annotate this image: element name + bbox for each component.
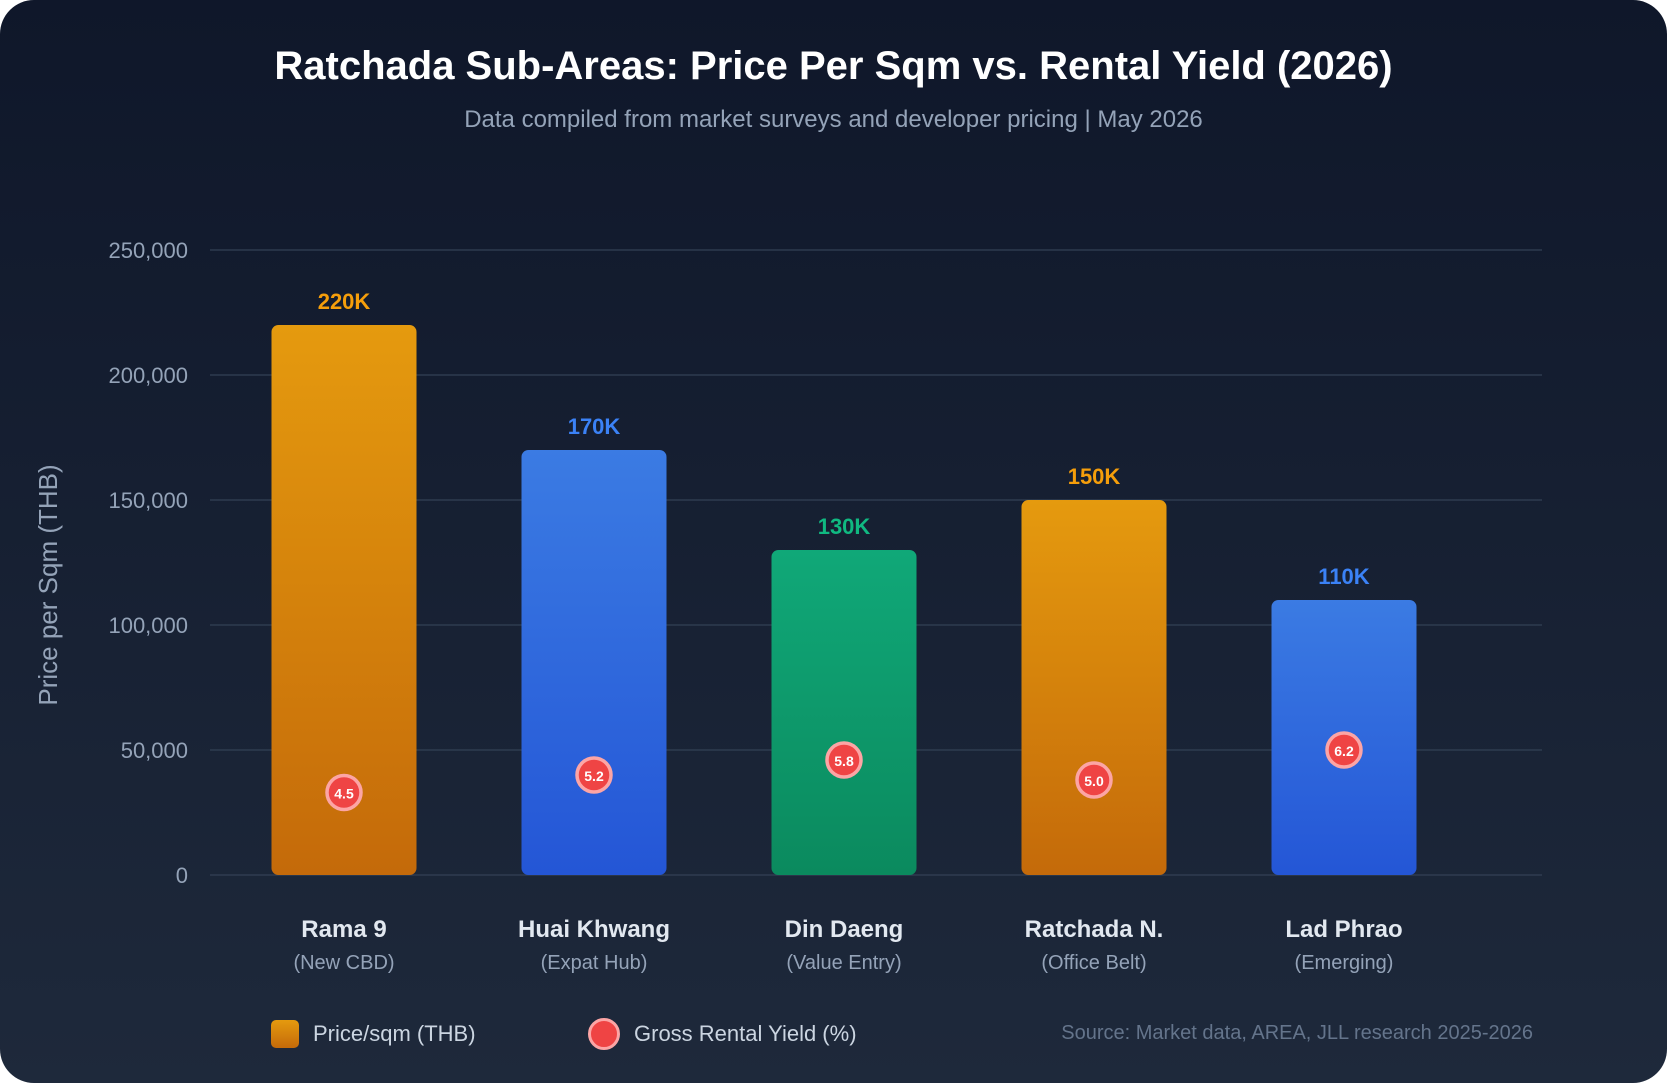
y-tick-label: 50,000 <box>121 738 188 763</box>
yield-value-label: 4.5 <box>334 786 354 802</box>
bar-value-label: 170K <box>568 414 621 439</box>
legend-label-yield: Gross Rental Yield (%) <box>634 1021 857 1046</box>
category-subtitle: (Value Entry) <box>786 952 901 974</box>
yield-dot <box>325 773 363 812</box>
legend-dot-yield <box>588 1018 620 1050</box>
yield-dot <box>1075 761 1113 799</box>
category-name: Din Daeng <box>785 916 904 943</box>
category-name: Rama 9 <box>301 916 386 943</box>
category-name: Lad Phrao <box>1285 916 1402 943</box>
category-name: Huai Khwang <box>518 916 670 943</box>
price-bar <box>1021 500 1167 875</box>
category-subtitle: (Expat Hub) <box>541 952 648 974</box>
legend-item-yield: Gross Rental Yield (%) <box>588 1014 857 1054</box>
legend: Price/sqm (THB) Gross Rental Yield (%) <box>0 1014 1667 1054</box>
legend-label-price: Price/sqm (THB) <box>313 1021 476 1046</box>
yield-value-label: 5.0 <box>1084 773 1104 789</box>
bar-value-label: 150K <box>1068 464 1121 489</box>
bar-value-label: 110K <box>1318 564 1369 589</box>
y-tick-label: 100,000 <box>108 613 188 638</box>
category-labels: Rama 9 (New CBD) Huai Khwang (Expat Hub) Din… <box>293 916 1402 974</box>
price-bar <box>271 325 417 875</box>
y-tick-label: 0 <box>176 863 188 888</box>
yield-dot <box>575 756 613 794</box>
yield-value-label: 6.2 <box>1334 743 1354 759</box>
category-subtitle: (Office Belt) <box>1041 952 1146 974</box>
yield-marker: 6.2 <box>1325 731 1363 769</box>
y-axis-ticks: 0 50,000 100,000 150,000 200,000 250,000 <box>108 238 188 888</box>
yield-value-label: 5.2 <box>584 768 604 784</box>
price-bar <box>521 450 667 875</box>
yield-dot <box>825 741 863 779</box>
bars <box>271 325 1417 875</box>
y-axis-label: Price per Sqm (THB) <box>33 464 63 705</box>
y-tick-label: 150,000 <box>108 488 188 513</box>
yield-markers: 4.5 5.2 5.8 5.0 6.2 <box>325 731 1363 812</box>
category-name: Ratchada N. <box>1025 916 1164 943</box>
yield-marker: 4.5 <box>325 773 363 812</box>
yield-value-label: 5.8 <box>834 753 854 769</box>
chart-subtitle: Data compiled from market surveys and de… <box>464 106 1203 133</box>
source-note: Source: Market data, AREA, JLL research … <box>1061 1022 1533 1044</box>
yield-marker: 5.0 <box>1075 761 1113 799</box>
legend-item-price: Price/sqm (THB) <box>271 1014 476 1054</box>
bar-value-labels: 220K 170K 130K 150K 110K <box>318 289 1370 589</box>
legend-swatch-price <box>271 1020 299 1048</box>
category-subtitle: (New CBD) <box>293 952 394 974</box>
price-bar <box>771 550 917 875</box>
y-tick-label: 200,000 <box>108 363 188 388</box>
yield-dot <box>1325 731 1363 769</box>
chart-title: Ratchada Sub-Areas: Price Per Sqm vs. Re… <box>274 44 1393 88</box>
bar-value-label: 220K <box>318 289 371 314</box>
bar-value-label: 130K <box>818 514 871 539</box>
y-tick-label: 250,000 <box>108 238 188 263</box>
yield-marker: 5.8 <box>825 741 863 779</box>
yield-marker: 5.2 <box>575 756 613 794</box>
category-subtitle: (Emerging) <box>1295 952 1394 974</box>
